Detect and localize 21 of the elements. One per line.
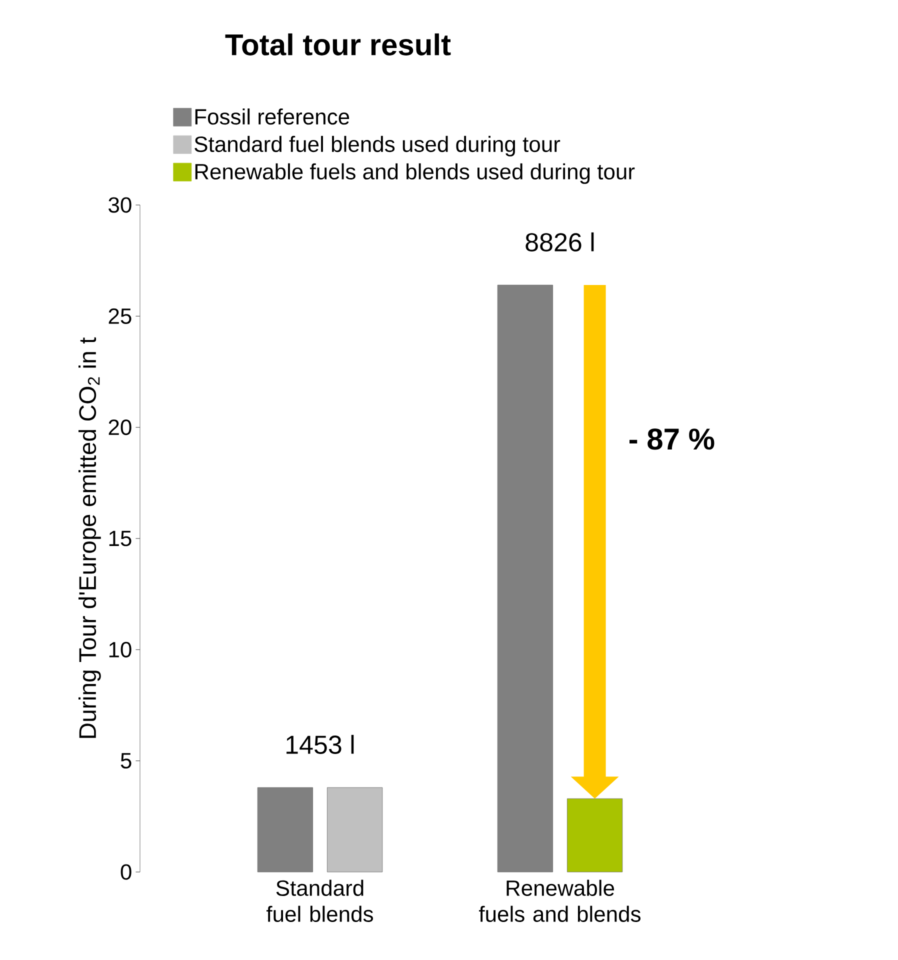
legend-label: Fossil reference <box>195 108 350 125</box>
y-tick-label: 20 <box>108 420 132 436</box>
legend-label: Renewable fuels and blends used during tour <box>195 163 635 184</box>
chart-title: Total tour result <box>225 33 451 56</box>
y-axis-title: During Tour d'Europe emitted CO$_{2}$ in t <box>78 337 101 738</box>
bar <box>567 798 623 872</box>
legend-label: Standard fuel blends used during tour <box>194 136 560 156</box>
x-tick-label: Standard fuel blends <box>266 880 373 922</box>
y-tick-label: 25 <box>108 308 132 324</box>
x-tick-label: Renewable fuels and blends <box>478 880 640 922</box>
bar <box>327 787 383 872</box>
y-tick-label: 15 <box>109 530 132 546</box>
annotation: 8826 l <box>526 232 594 252</box>
annotation: - 87 % <box>630 428 714 450</box>
y-tick-label: 0 <box>120 864 132 880</box>
y-tick-label: 10 <box>109 642 132 658</box>
y-tick-label: 30 <box>108 197 132 213</box>
bar <box>257 787 313 872</box>
annotation: 1453 l <box>286 734 354 754</box>
y-tick-label: 5 <box>120 753 132 769</box>
bar <box>497 284 553 872</box>
